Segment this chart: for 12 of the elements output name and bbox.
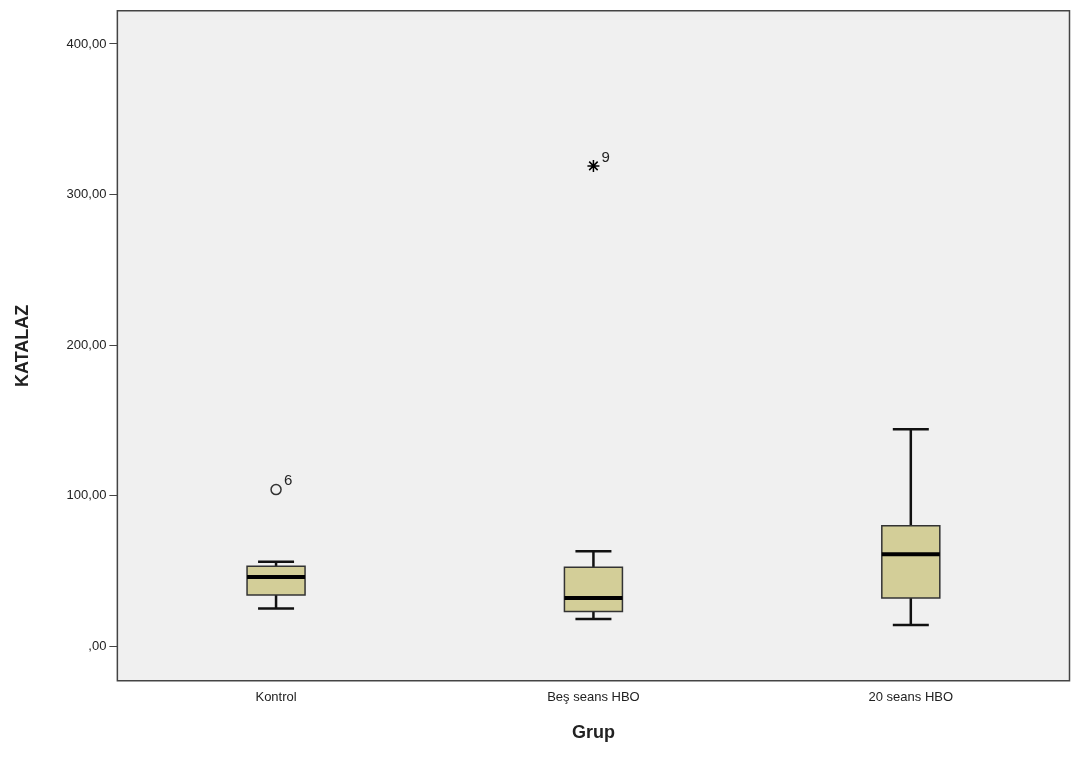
x-tick-label: Kontrol [255, 689, 297, 705]
x-tick-label: Beş seans HBO [547, 689, 640, 705]
y-tick-label: 400,00 [66, 35, 107, 51]
x-tick-label: 20 seans HBO [868, 689, 954, 705]
y-tick-label: 200,00 [66, 336, 107, 352]
x-axis-title: Grup [571, 722, 615, 743]
y-axis-title: KATALAZ [11, 304, 32, 387]
annotation: 9 [601, 147, 610, 165]
y-tick-label: ,00 [88, 637, 107, 653]
annotation: 6 [284, 471, 293, 489]
y-tick-label: 100,00 [66, 487, 107, 503]
y-tick-label: 300,00 [66, 186, 107, 202]
